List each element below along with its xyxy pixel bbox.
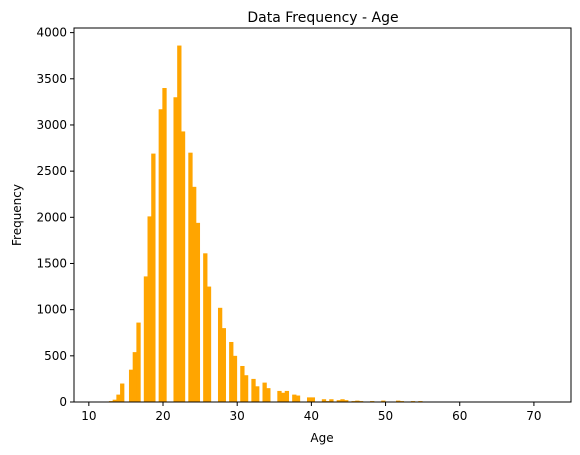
histogram-bar: [147, 216, 152, 402]
histogram-bar: [336, 400, 341, 402]
histogram-bar: [128, 369, 134, 402]
histogram-bar: [195, 222, 201, 402]
histogram-bar: [162, 88, 167, 403]
y-tick-label: 1000: [36, 303, 67, 317]
histogram-bar: [203, 253, 208, 402]
histogram-bar: [192, 186, 197, 402]
histogram-bar: [151, 153, 156, 402]
y-tick-label: 500: [44, 349, 67, 363]
histogram-bar: [143, 276, 149, 402]
histogram-bar: [307, 397, 312, 402]
histogram-bar: [281, 392, 286, 402]
bars-group: [94, 45, 553, 403]
histogram-bar: [329, 399, 334, 402]
histogram-bar: [232, 355, 238, 402]
histogram-bar: [229, 341, 234, 402]
histogram-bar: [340, 399, 345, 402]
histogram-bar: [177, 45, 182, 403]
histogram-bar: [206, 286, 212, 402]
x-tick-label: 10: [81, 409, 96, 423]
x-tick-label: 30: [230, 409, 245, 423]
x-tick-label: 20: [155, 409, 170, 423]
y-tick-label: 1500: [36, 256, 67, 270]
y-tick-label: 3000: [36, 118, 67, 132]
histogram-bar: [112, 399, 117, 402]
y-tick-label: 4000: [36, 26, 67, 40]
y-tick-label: 2500: [36, 164, 67, 178]
histogram-bar: [132, 352, 137, 402]
y-axis-label: Frequency: [10, 184, 24, 246]
histogram-bar: [266, 388, 271, 402]
histogram-bar: [240, 365, 245, 402]
x-tick-label: 60: [452, 409, 467, 423]
histogram-bar: [321, 399, 327, 402]
x-tick-label: 70: [526, 409, 541, 423]
histogram-bar: [158, 109, 163, 402]
x-tick-label: 40: [304, 409, 319, 423]
histogram-bar: [292, 394, 297, 402]
histogram-bar: [284, 390, 290, 402]
histogram-bar: [120, 383, 125, 402]
x-axis-ticks: 10 20 30 40 50 60 70: [81, 402, 542, 423]
histogram-bar: [277, 390, 282, 402]
y-axis-ticks: 0 500 1000 1500 2000 2500 3000 3500 4000: [36, 26, 74, 409]
histogram-bar: [221, 328, 226, 402]
histogram-bar: [396, 400, 401, 402]
histogram-bar: [243, 375, 249, 402]
y-tick-label: 2000: [36, 210, 67, 224]
histogram-bar: [188, 152, 193, 402]
histogram-bar: [262, 382, 267, 402]
histogram-bar: [310, 397, 316, 402]
chart-title: Data Frequency - Age: [247, 10, 398, 26]
plot-frame: [73, 27, 572, 403]
histogram-bar: [251, 378, 256, 402]
histogram-bar: [136, 322, 141, 402]
histogram-bar: [217, 307, 223, 402]
x-axis-label: Age: [310, 431, 333, 445]
histogram-bar: [116, 394, 121, 402]
histogram-bar: [355, 400, 360, 402]
histogram-bar: [180, 131, 186, 402]
histogram-bar: [255, 386, 260, 402]
histogram-bar: [295, 395, 301, 402]
histogram-bar: [344, 400, 349, 402]
y-tick-label: 0: [59, 395, 67, 409]
histogram-bar: [381, 400, 386, 402]
y-tick-label: 3500: [36, 72, 67, 86]
histogram-bar: [173, 97, 178, 402]
x-tick-label: 50: [378, 409, 393, 423]
